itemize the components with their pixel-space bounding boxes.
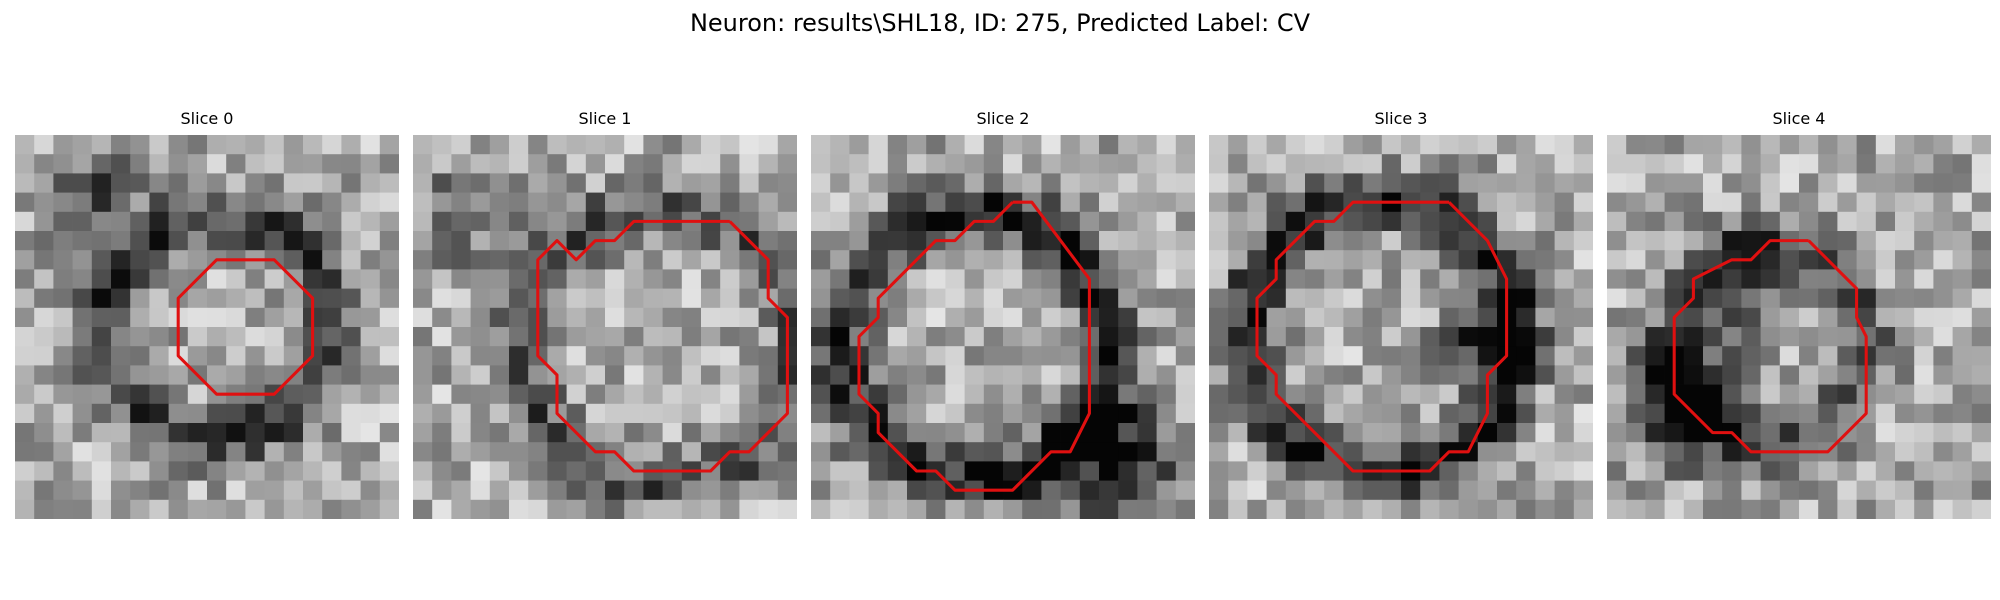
slice-image-2	[811, 135, 1195, 519]
panel-title-slice-0: Slice 0	[15, 108, 399, 130]
panel-title-slice-3: Slice 3	[1209, 108, 1593, 130]
panel-title-slice-2: Slice 2	[811, 108, 1195, 130]
panel-title-slice-4: Slice 4	[1607, 108, 1991, 130]
slice-image-4	[1607, 135, 1991, 519]
slice-image-1	[413, 135, 797, 519]
slice-image-0	[15, 135, 399, 519]
panel-title-slice-1: Slice 1	[413, 108, 797, 130]
slice-image-3	[1209, 135, 1593, 519]
figure-title: Neuron: results\SHL18, ID: 275, Predicte…	[0, 6, 2000, 40]
